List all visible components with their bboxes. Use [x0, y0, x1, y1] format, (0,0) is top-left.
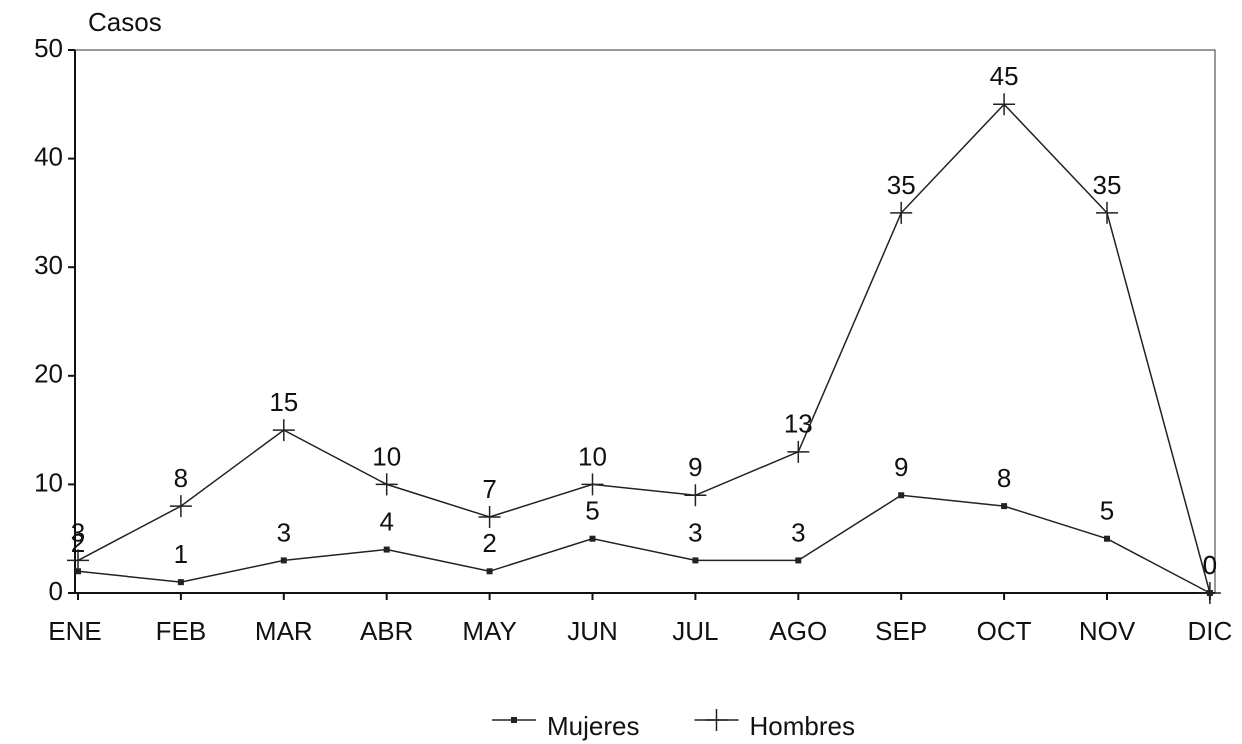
data-label: 35	[1093, 170, 1122, 200]
y-tick-label: 50	[34, 33, 63, 63]
x-tick-label: MAY	[462, 616, 516, 646]
x-tick-label: AGO	[769, 616, 827, 646]
plus-marker	[581, 473, 604, 496]
square-marker	[589, 535, 596, 542]
data-label: 3	[277, 517, 291, 547]
data-label: 9	[688, 452, 702, 482]
data-label: 5	[585, 496, 599, 526]
square-marker	[177, 579, 184, 586]
plus-marker	[1096, 201, 1118, 224]
plus-marker	[67, 549, 89, 572]
series-line	[77, 494, 1211, 594]
x-tick-label: FEB	[156, 616, 207, 646]
square-marker	[511, 717, 517, 723]
data-label: 3	[791, 517, 805, 547]
x-tick-label: DIC	[1188, 616, 1233, 646]
y-tick-label: 10	[34, 467, 63, 497]
plot-frame	[74, 49, 1216, 594]
plus-marker	[993, 93, 1016, 116]
data-label: 2	[71, 528, 85, 558]
data-label: 5	[1100, 496, 1114, 526]
plus-marker	[169, 495, 192, 518]
square-marker	[1001, 503, 1008, 510]
plus-marker	[478, 505, 501, 528]
data-label: 35	[887, 170, 916, 200]
plus-marker	[375, 473, 398, 496]
data-label: 15	[269, 387, 298, 417]
data-label: 3	[688, 517, 702, 547]
square-marker	[898, 492, 905, 499]
x-tick-label: JUN	[567, 616, 618, 646]
plus-marker	[272, 419, 295, 442]
data-label: 0	[1203, 550, 1217, 580]
y-tick-label: 0	[49, 576, 63, 606]
x-tick-label: JUL	[672, 616, 718, 646]
square-marker	[486, 568, 493, 575]
data-label: 9	[894, 452, 908, 482]
x-tick-label: NOV	[1079, 616, 1136, 646]
square-marker	[795, 557, 802, 564]
legend-label: Mujeres	[547, 711, 639, 741]
y-axis-label: Casos	[88, 7, 162, 37]
y-tick-label: 30	[34, 250, 63, 280]
plus-marker	[705, 709, 728, 731]
x-tick-label: SEP	[875, 616, 927, 646]
square-marker	[692, 557, 699, 564]
legend-label: Hombres	[749, 711, 854, 741]
x-tick-label: OCT	[977, 616, 1032, 646]
plus-marker	[1198, 582, 1221, 604]
data-label: 7	[482, 474, 496, 504]
data-label: 3	[71, 517, 85, 547]
data-label: 13	[784, 409, 813, 439]
data-label: 1	[174, 539, 188, 569]
data-label: 10	[372, 441, 401, 471]
y-tick-label: 40	[34, 141, 63, 171]
square-marker	[1104, 535, 1110, 542]
square-marker	[383, 546, 390, 553]
plus-marker	[684, 484, 707, 507]
x-tick-label: ABR	[360, 616, 413, 646]
data-label: 4	[379, 506, 393, 536]
data-label: 8	[997, 463, 1011, 493]
plus-marker	[787, 440, 810, 463]
data-label: 10	[578, 441, 607, 471]
series-line	[77, 103, 1211, 594]
square-marker	[280, 557, 287, 564]
x-tick-label: MAR	[255, 616, 313, 646]
data-label: 2	[482, 528, 496, 558]
data-label: 0	[1203, 550, 1217, 580]
data-label: 8	[174, 463, 188, 493]
y-tick-label: 20	[34, 359, 63, 389]
plus-marker	[890, 201, 913, 224]
data-label: 45	[990, 61, 1019, 91]
x-tick-label: ENE	[48, 616, 101, 646]
